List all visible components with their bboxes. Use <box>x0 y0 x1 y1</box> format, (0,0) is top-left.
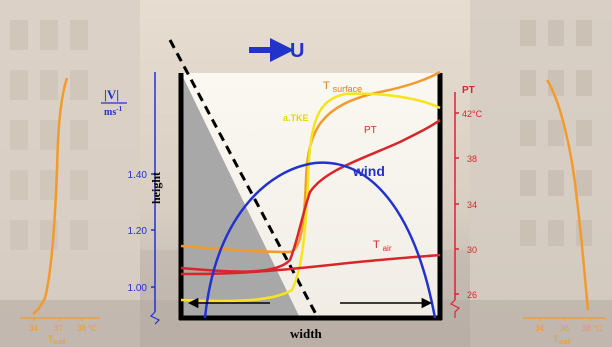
wind-label: wind <box>352 163 385 179</box>
right-wall-tick-1: 36 <box>560 324 569 333</box>
right-axis-tick-0: 42°C <box>462 109 483 119</box>
flow-label: U <box>290 40 304 62</box>
right-axis-tick-3: 30 <box>467 245 477 255</box>
right-axis-title: PT <box>462 85 475 96</box>
right-axis-tick-4: 26 <box>467 290 477 300</box>
left-wall-tick-1: 37 <box>54 324 63 333</box>
left-axis-tick-0: 1.40 <box>128 170 148 181</box>
left-axis-title: height <box>149 172 163 204</box>
left-axis-unit-top: |V| <box>104 87 119 102</box>
width-label: width <box>290 326 323 341</box>
right-axis-tick-1: 38 <box>467 154 477 164</box>
left-axis-tick-1: 1.20 <box>128 226 148 237</box>
right-wall-tick-0: 34 <box>535 324 544 333</box>
right-wall-tick-2: 38 °C <box>582 324 602 333</box>
right-axis-tick-2: 34 <box>467 200 477 210</box>
left-wall-tick-0: 34 <box>29 324 38 333</box>
pt-label: PT <box>364 125 377 136</box>
left-wall-tick-2: 38 °C <box>77 324 97 333</box>
left-axis-tick-2: 1.00 <box>128 283 148 294</box>
tke-label: a.TKE <box>283 113 309 123</box>
